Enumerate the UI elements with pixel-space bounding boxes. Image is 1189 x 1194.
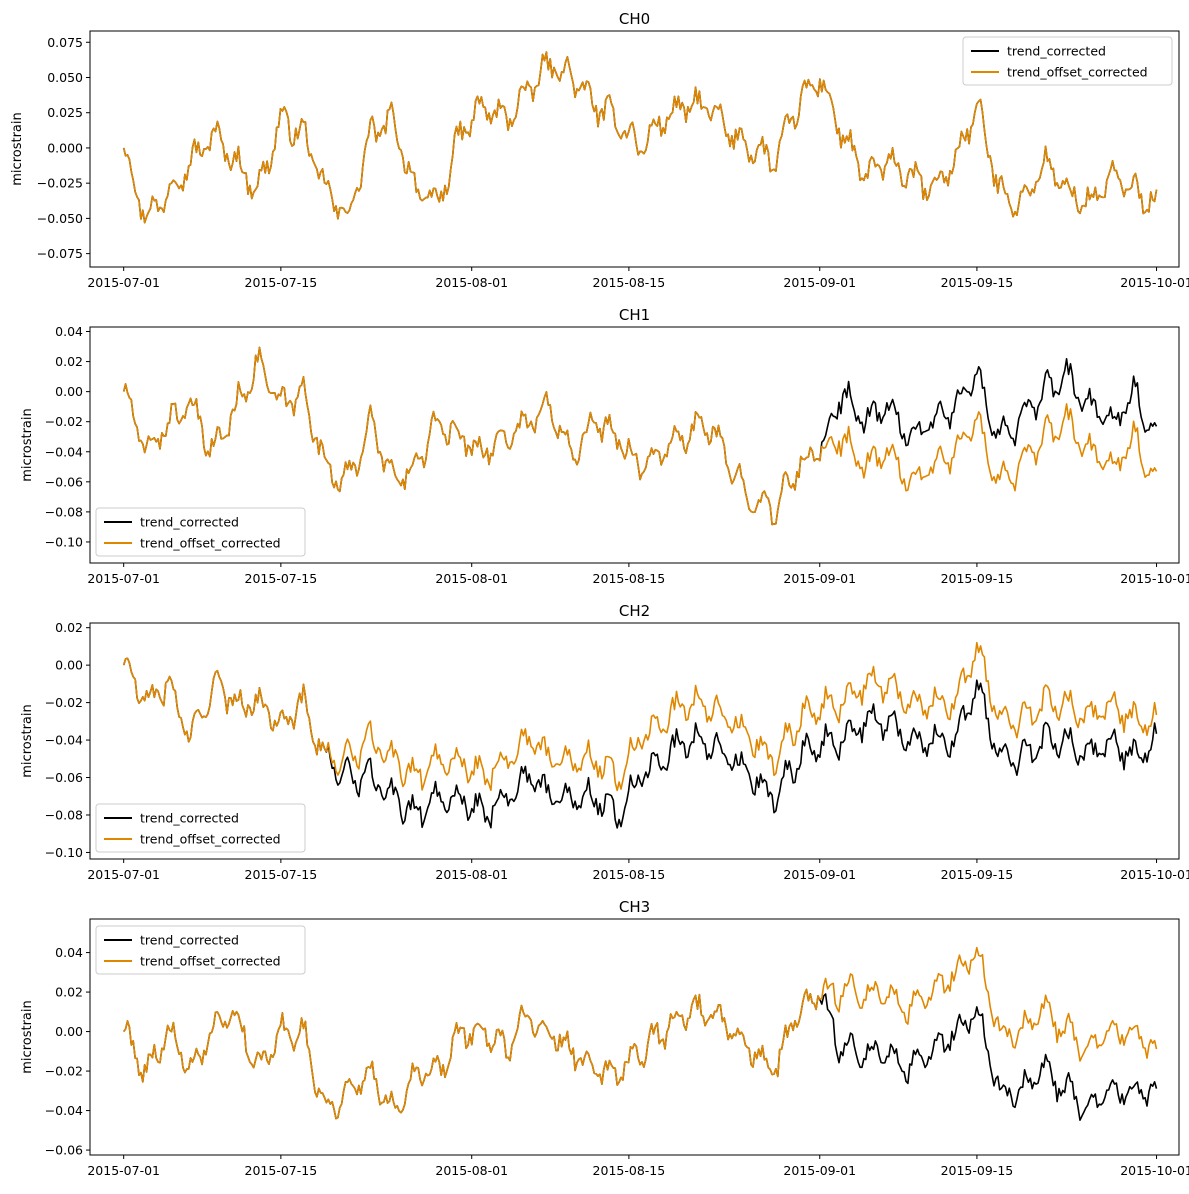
chart-title: CH3 [619,898,650,916]
y-tick-label: −0.10 [45,534,83,549]
legend-label: trend_corrected [140,811,239,826]
y-tick-label: −0.02 [45,414,83,429]
x-tick-label: 2015-07-15 [245,1163,318,1178]
axes-frame [89,30,1180,268]
y-axis-label: microstrain [20,704,35,777]
x-tick-label: 2015-09-15 [941,867,1014,882]
x-tick-label: 2015-08-15 [593,571,666,586]
x-tick-label: 2015-07-15 [245,275,318,290]
y-axis-label: microstrain [10,112,25,185]
series-line-trend-corrected [122,346,1158,526]
y-tick-label: 0.02 [55,620,83,635]
y-tick-label: 0.000 [47,140,83,155]
x-tick-label: 2015-10-01 [1120,275,1189,290]
legend: trend_corrected trend_offset_corrected [962,36,1173,86]
y-tick-label: −0.04 [45,444,83,459]
x-tick-label: 2015-09-01 [783,571,856,586]
y-tick-label: 0.02 [55,985,83,1000]
legend: trend_corrected trend_offset_corrected [95,507,306,557]
y-tick-label: −0.075 [37,246,83,261]
x-tick-label: 2015-09-15 [941,275,1014,290]
y-tick-label: −0.06 [45,474,83,489]
chart-panel-ch0: CH0 microstrain −0.075 −0.050 −0.025 0.000 0.0… [10,10,1189,290]
x-tick-label: 2015-10-01 [1120,867,1189,882]
y-tick-label: −0.050 [37,211,83,226]
x-tick-label: 2015-09-15 [941,571,1014,586]
x-tick-label: 2015-09-15 [941,1163,1014,1178]
y-tick-label: −0.02 [45,695,83,710]
y-axis-label: microstrain [20,408,35,481]
y-tick-label: −0.10 [45,845,83,860]
chart-panel-ch1: CH1 microstrain −0.10 −0.08 −0.06 −0.04 −0.02 0… [20,306,1189,586]
chart-panel-ch2: CH2 microstrain −0.10 −0.08 −0.06 −0.04 −0.02 0… [20,602,1189,882]
series-line-trend-offset-corrected [122,51,1158,224]
y-tick-label: −0.02 [45,1064,83,1079]
chart-title: CH0 [619,10,650,28]
x-tick-label: 2015-07-01 [87,571,160,586]
legend-box [95,507,306,557]
series-line-trend-offset-corrected [122,346,1158,526]
x-tick-label: 2015-10-01 [1120,1163,1189,1178]
y-tick-label: −0.06 [45,1143,83,1158]
legend-label: trend_corrected [1007,44,1106,59]
legend-box [95,803,306,853]
y-tick-label: −0.04 [45,733,83,748]
x-tick-label: 2015-09-01 [783,867,856,882]
series-line-trend-offset-corrected [122,641,1158,792]
x-tick-label: 2015-08-15 [593,1163,666,1178]
y-tick-label: 0.00 [55,1024,83,1039]
y-tick-label: −0.04 [45,1103,83,1118]
axes-frame [89,326,1180,564]
legend-box [962,36,1173,86]
legend: trend_corrected trend_offset_corrected [95,803,306,853]
x-tick-label: 2015-08-01 [435,867,508,882]
series-line-trend-corrected [123,988,1158,1121]
y-tick-label: 0.04 [55,945,83,960]
x-tick-label: 2015-08-15 [593,275,666,290]
series-line-trend-offset-corrected [123,946,1158,1120]
chart-panel-ch3: CH3 microstrain −0.06 −0.04 −0.02 0.00 0.02 0.0… [20,898,1189,1178]
x-tick-label: 2015-08-01 [435,275,508,290]
chart-title: CH2 [619,602,650,620]
x-tick-label: 2015-09-01 [783,275,856,290]
x-tick-label: 2015-08-01 [435,571,508,586]
x-tick-label: 2015-07-15 [245,867,318,882]
y-tick-label: 0.00 [55,384,83,399]
y-tick-label: 0.04 [55,324,83,339]
x-tick-label: 2015-08-15 [593,867,666,882]
legend-label: trend_corrected [140,515,239,530]
y-tick-label: −0.08 [45,504,83,519]
chart-title: CH1 [619,306,650,324]
y-tick-label: 0.050 [47,70,83,85]
axes-frame [89,622,1180,860]
legend-label: trend_offset_corrected [140,832,281,847]
y-tick-label: −0.025 [37,176,83,191]
x-tick-label: 2015-08-01 [435,1163,508,1178]
x-tick-label: 2015-07-15 [245,571,318,586]
x-tick-label: 2015-07-01 [87,1163,160,1178]
legend-label: trend_offset_corrected [140,536,281,551]
y-tick-label: 0.00 [55,658,83,673]
y-axis-label: microstrain [20,1000,35,1073]
y-tick-label: −0.06 [45,770,83,785]
y-tick-label: 0.025 [47,105,83,120]
y-tick-label: 0.075 [47,35,83,50]
x-tick-label: 2015-07-01 [87,867,160,882]
legend-label: trend_corrected [140,933,239,948]
x-tick-label: 2015-10-01 [1120,571,1189,586]
x-tick-label: 2015-09-01 [783,1163,856,1178]
legend-box [95,925,306,975]
y-tick-label: 0.02 [55,354,83,369]
axes-frame [89,918,1180,1156]
y-tick-label: −0.08 [45,807,83,822]
legend-label: trend_offset_corrected [140,954,281,969]
legend-label: trend_offset_corrected [1007,65,1148,80]
legend: trend_corrected trend_offset_corrected [95,925,306,975]
x-tick-label: 2015-07-01 [87,275,160,290]
